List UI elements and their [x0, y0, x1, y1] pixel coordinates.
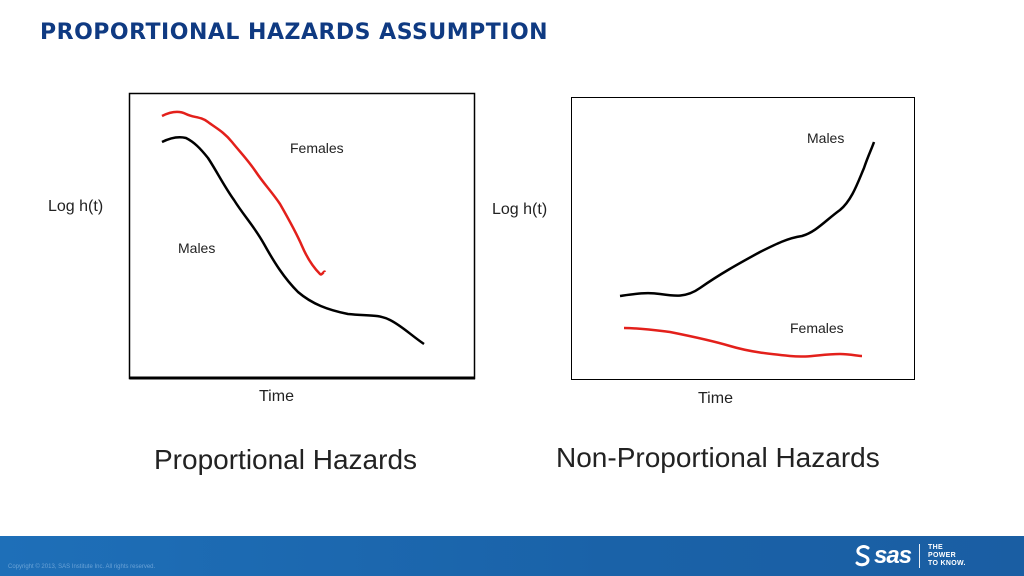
- right-label-males: Males: [807, 130, 845, 146]
- right-x-axis-label: Time: [698, 390, 733, 407]
- left-males-curve: [161, 135, 425, 346]
- left-label-males: Males: [178, 240, 216, 256]
- left-females-curve: [161, 110, 327, 276]
- right-males-curve: [619, 141, 876, 298]
- left-y-axis-label: Log h(t): [48, 198, 104, 215]
- tagline-line-3: TO KNOW.: [928, 560, 966, 567]
- sas-swirl-icon: [855, 545, 870, 567]
- slide-title: PROPORTIONAL HAZARDS ASSUMPTION: [40, 20, 549, 45]
- logo-divider: [919, 544, 921, 568]
- right-y-axis-label: Log h(t): [492, 201, 548, 218]
- right-label-females: Females: [790, 320, 844, 336]
- left-diagram: [128, 92, 478, 382]
- right-females-curve: [623, 326, 863, 358]
- sas-logo: sas THE POWER TO KNOW.: [854, 542, 966, 570]
- copyright-text: Copyright © 2013, SAS Institute Inc. All…: [8, 564, 156, 570]
- right-caption: Non-Proportional Hazards: [556, 442, 880, 473]
- right-diagram: [570, 96, 918, 384]
- footer-bar: Copyright © 2013, SAS Institute Inc. All…: [0, 536, 1024, 576]
- tagline-line-1: THE: [928, 544, 943, 551]
- tagline-line-2: POWER: [928, 552, 956, 559]
- right-diagram-svg: [571, 97, 915, 380]
- left-diagram-svg: [128, 92, 476, 380]
- left-caption: Proportional Hazards: [154, 444, 418, 475]
- left-x-axis-label: Time: [259, 388, 294, 405]
- logo-tagline: THE POWER TO KNOW.: [928, 544, 966, 568]
- sas-logo-text: sas: [874, 542, 912, 569]
- left-label-females: Females: [290, 140, 344, 156]
